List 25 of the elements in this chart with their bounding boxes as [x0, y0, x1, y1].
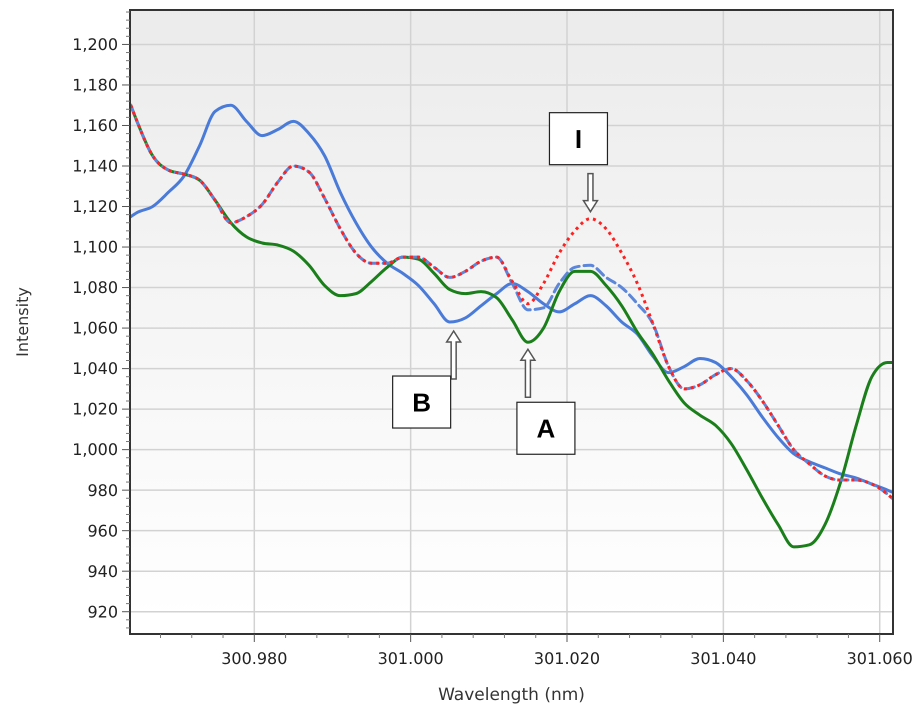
y-tick-label: 1,160 — [72, 116, 118, 136]
y-tick-label: 1,080 — [72, 278, 118, 298]
annotation: B — [412, 387, 432, 418]
y-tick-label: 1,200 — [72, 35, 118, 54]
x-tick-label: 301.040 — [690, 649, 756, 668]
x-tick-label: 301.060 — [846, 649, 913, 668]
y-tick-label: 940 — [87, 562, 118, 581]
y-tick-label: 1,180 — [72, 76, 118, 95]
y-tick-label: 920 — [87, 602, 118, 622]
y-tick-label: 1,000 — [72, 440, 118, 460]
y-tick-label: 980 — [87, 480, 118, 500]
y-tick-label: 1,140 — [72, 156, 118, 176]
x-tick-label: 300.980 — [221, 649, 288, 668]
y-tick-label: 1,100 — [72, 238, 118, 257]
y-tick-label: 1,120 — [72, 197, 118, 216]
x-tick-label: 301.020 — [534, 649, 600, 668]
y-tick-label: 1,040 — [72, 359, 118, 378]
annotation: A — [536, 414, 556, 444]
y-tick-label: 1,060 — [72, 318, 118, 338]
annotation: I — [574, 124, 582, 154]
y-tick-label: 960 — [87, 521, 118, 540]
y-axis-title: Intensity — [13, 287, 32, 357]
y-tick-label: 1,020 — [72, 400, 118, 419]
x-tick-label: 301.000 — [378, 649, 444, 668]
x-axis-title: Wavelength (nm) — [438, 685, 585, 704]
